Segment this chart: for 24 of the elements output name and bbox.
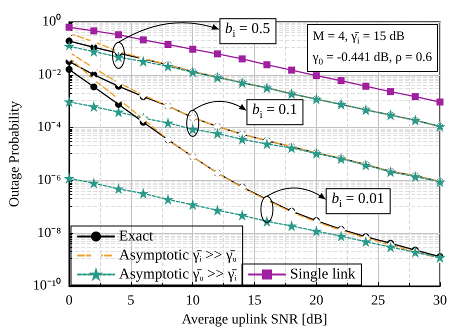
legend-label: Asymptotic γ̄i >> γ̄u <box>119 248 237 264</box>
annotation: b$_{i}$ = 0.01 <box>326 188 390 214</box>
x-tick-label: 20 <box>309 294 324 309</box>
y-tick-label: 10⁻⁶ <box>37 172 62 188</box>
x-tick-label: 15 <box>248 294 262 309</box>
y-axis-title: Outage Probability <box>8 100 22 208</box>
y-tick-label: 10⁻¹⁰ <box>32 278 62 294</box>
x-tick-label: 25 <box>371 294 386 309</box>
y-tick-label: 10⁰ <box>42 14 62 30</box>
x-axis-title: Average uplink SNR [dB] <box>182 312 328 328</box>
legend-label: Exact <box>119 228 154 244</box>
annotation: b$_{i}$ = 0.5 <box>218 18 276 44</box>
y-tick-label: 10⁻² <box>38 67 62 82</box>
x-tick-label: 30 <box>433 294 447 309</box>
annotation: γ$_{0}$ = -0.441 dB, ρ = 0.6 <box>312 48 432 68</box>
x-tick-label: 0 <box>66 294 73 309</box>
legend-label: Asymptotic γ̄u >> γ̄i <box>119 266 238 282</box>
annotation: b$_{i}$ = 0.1 <box>246 100 304 126</box>
y-tick-label: 10⁻⁴ <box>37 120 62 136</box>
annotation: M = 4, γ̄$_{i}$ = 15 dB <box>312 27 406 48</box>
x-tick-label: 10 <box>186 294 200 309</box>
y-tick-label: 10⁻⁸ <box>37 226 62 241</box>
legend-label: Single link <box>290 266 356 282</box>
x-tick-label: 5 <box>127 294 134 309</box>
